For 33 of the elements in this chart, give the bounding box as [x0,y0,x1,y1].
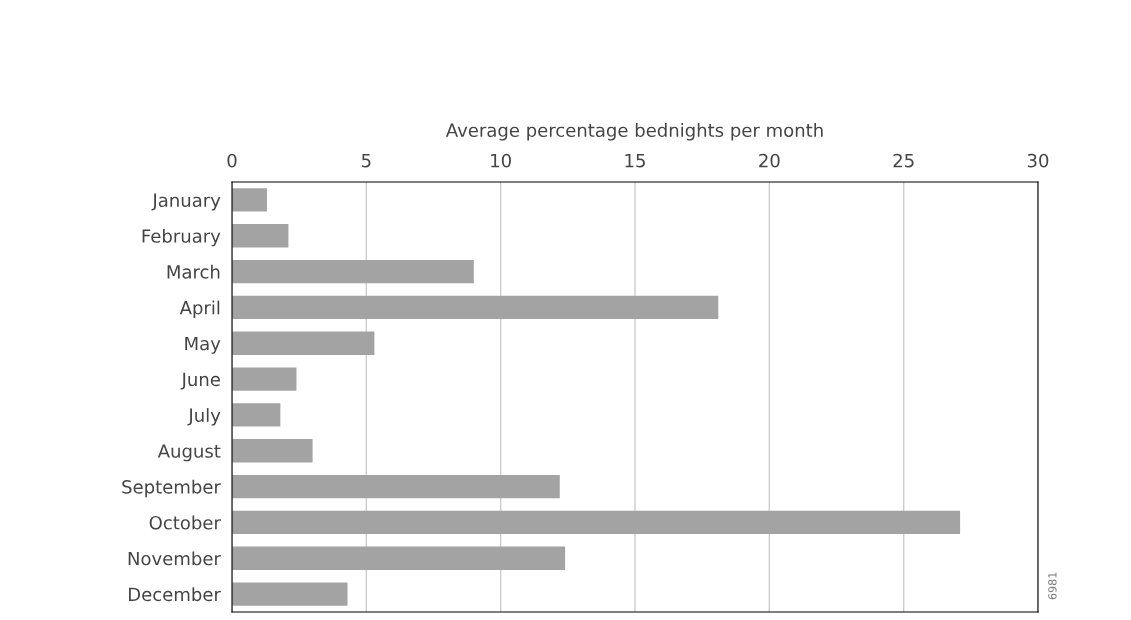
y-tick-label: April [179,300,220,319]
y-tick-label: February [142,228,221,247]
bar [232,367,297,391]
y-tick-label: June [180,372,220,390]
y-tick-label: July [187,408,221,426]
bar [232,331,375,355]
bar [232,188,267,212]
y-tick-label: May [185,336,221,354]
x-tick-label: 20 [759,153,780,168]
bar [232,295,719,320]
y-tick-label: August [157,444,221,462]
y-tick-label: March [167,264,220,279]
bar [232,546,566,570]
bar [232,259,474,284]
x-tick-label: 5 [361,153,371,168]
x-tick-label: 10 [491,153,511,168]
bar [232,403,281,427]
y-tick-label: September [122,479,221,498]
y-tick-label: January [151,193,221,211]
x-tick-label: 0 [227,153,237,168]
bar [232,439,313,463]
bar [232,582,348,606]
y-tick-label: December [129,587,221,602]
bar [232,224,289,248]
text: 6981 [1048,572,1057,600]
y-tick-label: November [128,551,221,566]
bar [232,474,560,499]
y-tick-label: October [149,515,221,530]
bar [232,510,961,535]
x-tick-label: 30 [1027,153,1049,168]
x-axis-title: Average percentage bednights per month [445,123,823,141]
x-tick-label: 15 [625,153,645,168]
x-tick-label: 25 [893,153,914,168]
